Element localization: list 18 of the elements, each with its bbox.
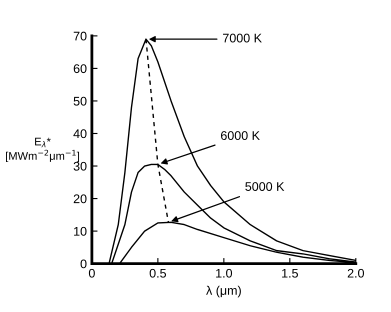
y-tick-label: 60 [74,64,87,74]
text: E$_{λ}$* [MWm$^{−2}$μm$^{−1}$] [6,138,80,162]
y-tick-label: 10 [74,226,87,236]
x-tick-label: 1.0 [216,268,232,278]
annotation: 6000 K [221,131,260,140]
y-tick-label: 30 [74,162,87,171]
x-tick-label: 2.0 [348,268,364,278]
y-tick-label: 20 [74,194,87,204]
annotation: 7000 K [223,34,262,42]
x-tick-label: 0.5 [150,268,166,278]
x-tick-label: 1.5 [282,268,298,278]
x-tick-label: 0 [88,268,95,278]
y-tick-label: 40 [73,129,87,138]
y-tick-label: 70 [74,32,87,41]
x-axis-title: λ (μm) [206,286,241,298]
annotation: 5000 K [245,182,284,191]
y-tick-label: 0 [80,259,87,268]
y-tick-label: 50 [74,96,87,106]
